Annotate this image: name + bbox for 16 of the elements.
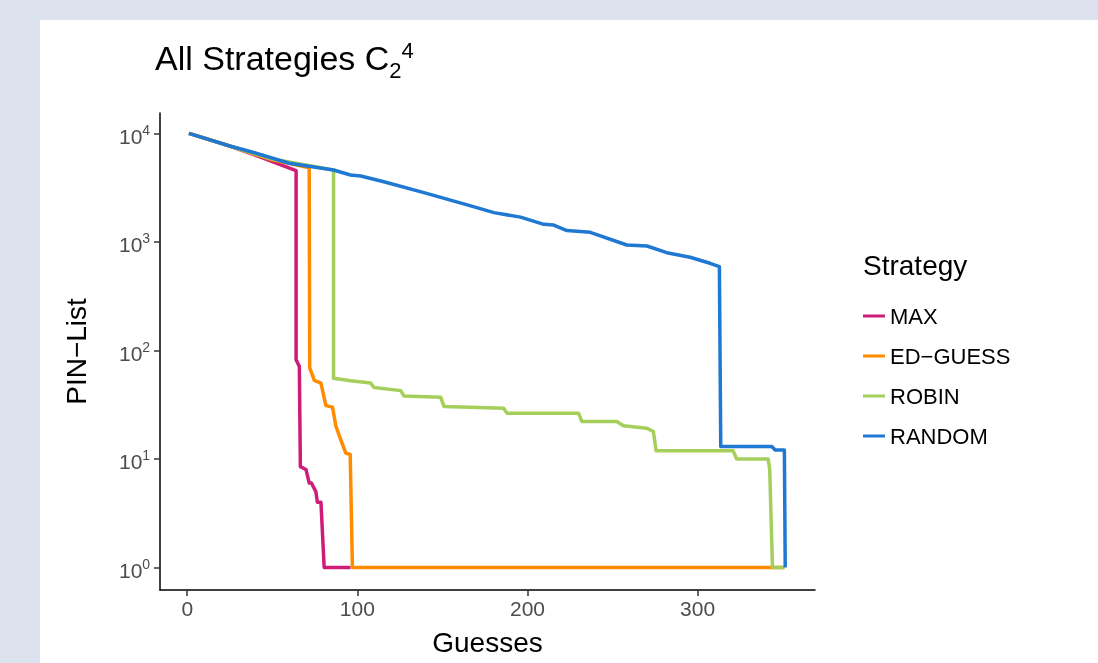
legend-label: ED−GUESS: [890, 343, 1011, 369]
x-tick-label: 200: [509, 597, 545, 620]
y-axis-title: PIN−List: [60, 297, 92, 405]
y-tick-label: 10$^{2}$: [119, 338, 151, 365]
legend-label: RANDOM: [890, 423, 988, 449]
x-tick-label: 300: [680, 597, 716, 620]
x-tick-label: 0: [181, 597, 194, 620]
legend-label: MAX: [890, 303, 938, 329]
y-tick-label: 10$^{1}$: [119, 447, 151, 474]
x-axis-title: Guesses: [432, 626, 543, 658]
y-tick-label: 10$^{0}$: [119, 555, 151, 582]
x-tick-label: 100: [339, 597, 375, 620]
y-tick-label: 10$^{4}$: [119, 121, 151, 148]
legend-title: Strategy: [863, 249, 968, 281]
legend-label: ROBIN: [890, 383, 960, 409]
y-tick-label: 10$^{3}$: [119, 230, 151, 257]
